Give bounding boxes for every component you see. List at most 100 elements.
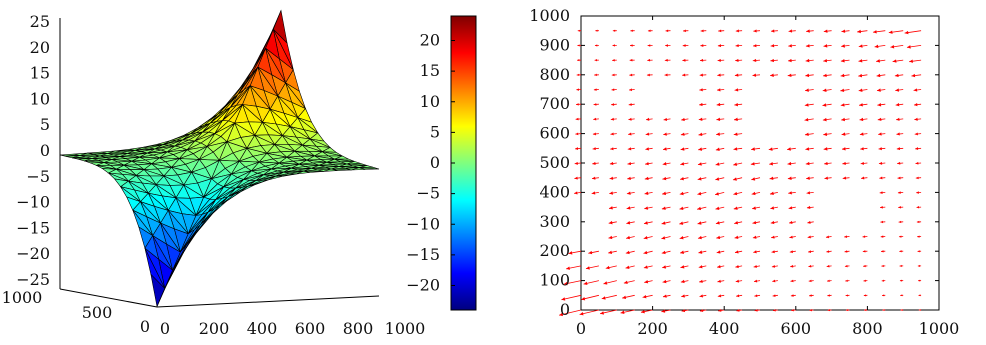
vector-arrow-head [661, 309, 666, 313]
vector-arrow-head [575, 147, 579, 151]
vector-arrow-head [789, 220, 793, 224]
vector-arrow-head [643, 221, 648, 225]
surface-tick-labels: 25 20 15 10 5 0 −5 −10 −15 −20 −25 0 200 400 600 800 100… [2, 12, 426, 338]
vector-arrow-head [717, 265, 721, 269]
vector-arrow-head [769, 176, 774, 181]
vector-arrow-head [716, 250, 721, 254]
vector-arrow-head [751, 191, 756, 196]
vector-arrow-head [592, 132, 597, 136]
vector-arrow-head [698, 117, 703, 121]
vector-arrow-head [576, 103, 579, 106]
vector-arrow-head [644, 206, 649, 210]
vector-arrow-head [882, 294, 885, 297]
vector-arrow-head [715, 162, 720, 166]
vector-arrow-head [736, 309, 740, 312]
vector-arrow-head [770, 29, 775, 33]
z-tick-label: −25 [16, 270, 50, 289]
x-tick-label: 0 [576, 319, 586, 338]
vector-arrow-head [888, 30, 893, 34]
vector-arrow-head [647, 58, 651, 62]
vector-arrow-head [644, 176, 649, 181]
vector-arrow-head [808, 250, 812, 253]
vector-arrow-head [593, 117, 597, 121]
vector-arrow-head [880, 235, 884, 238]
vector-arrow-head [841, 44, 845, 48]
vector-arrow-head [841, 147, 846, 151]
vector-arrow-head [699, 88, 703, 92]
vector-arrow-head [914, 132, 918, 136]
vector-arrow-head [898, 220, 902, 224]
vector-arrow-head [842, 176, 847, 180]
vector-arrow-head [733, 191, 738, 196]
vector-arrow-head [734, 221, 739, 225]
vector-arrow-head [806, 29, 810, 33]
vector-arrow-head [575, 117, 579, 121]
vector-arrow-head [917, 264, 920, 267]
y-tick-label: 1000 [529, 6, 570, 25]
vector-arrow-head [859, 103, 863, 107]
vector-arrow-head [697, 235, 702, 240]
vector-arrow-head [805, 44, 810, 48]
vector-arrow-head [568, 251, 573, 255]
y-tick-label: 300 [539, 212, 570, 231]
vector-arrow-head [860, 147, 864, 151]
vector-arrow-head [699, 279, 703, 283]
vector-arrow-head [807, 220, 811, 224]
vector-arrow-head [896, 147, 901, 151]
vector-arrow-head [790, 294, 794, 297]
vector-arrow-head [576, 73, 580, 77]
vector-arrow-head [827, 279, 830, 283]
vector-arrow-head [771, 250, 775, 254]
vector-arrow-head [699, 73, 703, 77]
vector-arrow-head [754, 279, 758, 283]
vector-arrow-head [717, 279, 721, 283]
colorbar-tick-label: 15 [420, 61, 440, 80]
vector-arrow-head [806, 205, 811, 210]
vector-arrow-head [575, 132, 579, 136]
y-tick-label: 0 [140, 317, 150, 336]
vector-arrow-head [718, 309, 722, 312]
vector-arrow-head [877, 117, 882, 122]
vector-arrow-head [594, 44, 598, 47]
vector-arrow-head [772, 279, 776, 283]
vector-arrow-head [559, 312, 563, 317]
vector-arrow-head [605, 265, 610, 270]
vector-arrow-head [626, 191, 631, 195]
vector-arrow-head [753, 44, 757, 48]
vector-arrow-head [663, 147, 667, 151]
vector-arrow-head [563, 281, 568, 286]
colorbar-tick-label: 10 [420, 92, 440, 111]
vector-arrow-head [900, 309, 903, 311]
vector-arrow-head [768, 147, 773, 151]
y-tick-label: 200 [539, 241, 570, 260]
vector-arrow-head [663, 117, 668, 121]
vector-arrow-head [844, 235, 848, 239]
vector-arrow-head [581, 297, 586, 301]
x-tick-label: 800 [343, 319, 374, 338]
vector-arrow-head [662, 294, 667, 298]
vector-arrow-head [804, 117, 809, 122]
vector-arrow-head [770, 44, 775, 48]
vector-arrow-head [697, 162, 702, 166]
vector-arrow-head [642, 294, 647, 299]
vector-arrow-head [916, 220, 920, 224]
vector-arrow-head [697, 177, 702, 181]
z-tick-label: −20 [16, 244, 50, 263]
vector-arrow-head [859, 132, 864, 136]
vector-arrow-head [717, 294, 722, 298]
vector-arrow-head [680, 132, 685, 136]
vector-arrow-head [823, 132, 828, 136]
vector-arrow-head [897, 161, 901, 165]
vector-arrow-head [790, 279, 794, 283]
vector-arrow-head [612, 44, 615, 47]
vector-arrow-head [620, 310, 625, 314]
y-tick-label: 700 [539, 94, 570, 113]
vector-arrow-head [700, 29, 704, 33]
vector-arrow-head [842, 161, 846, 166]
vector-arrow-head [900, 294, 903, 297]
vector-arrow-head [733, 132, 738, 136]
vector-arrow-head [679, 191, 684, 196]
vector-arrow-head [825, 235, 830, 239]
colorbar-tick-label: 5 [430, 122, 440, 141]
x-tick-label: 0 [160, 319, 170, 338]
